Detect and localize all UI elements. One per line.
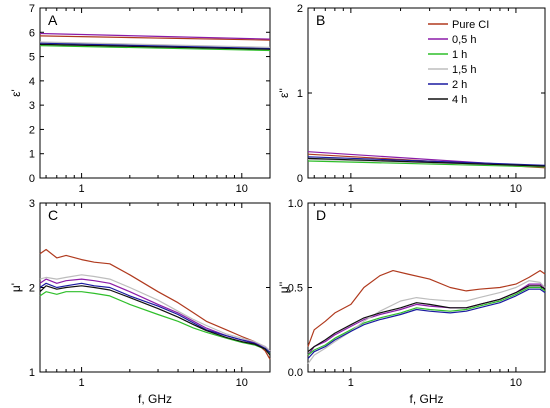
series-line-2-h: [39, 282, 271, 354]
series-line-4-h: [307, 157, 546, 167]
legend-entry: 0,5 h: [452, 34, 476, 46]
series-line-4-h: [39, 43, 271, 50]
y-axis-label: ε': [9, 89, 23, 97]
panel-b: 0 1 2 1 10 ε'' B: [277, 3, 546, 195]
y-tick-label: 2: [29, 283, 35, 295]
plot-frame: [39, 7, 271, 179]
x-tick-label: 10: [236, 377, 248, 389]
legend-entry: 4 h: [452, 94, 467, 106]
legend-entry: 1 h: [452, 49, 467, 61]
y-tick-label: 0.0: [288, 367, 303, 379]
series-line-1-5-h: [39, 274, 271, 352]
y-tick-label: 1.0: [288, 198, 303, 210]
x-tick-label: 10: [510, 377, 522, 389]
series-line-1-h: [307, 160, 546, 168]
legend-entry: 2 h: [452, 79, 467, 91]
y-tick-label: 6: [29, 27, 35, 39]
y-tick-label: 1: [29, 149, 35, 161]
legend-entry: 1,5 h: [452, 64, 476, 76]
y-axis-label: μ'': [277, 282, 291, 294]
x-tick-label: 10: [236, 183, 248, 195]
y-tick-label: 7: [29, 3, 35, 15]
x-axis-label: f, GHz: [409, 392, 443, 406]
series-line-0-5-h: [39, 32, 271, 40]
y-tick-label: 1: [297, 88, 303, 100]
y-tick-label: 2: [29, 124, 35, 136]
y-tick-label: 0.5: [288, 283, 303, 295]
legend: Pure CI 0,5 h 1 h 1,5 h 2 h 4 h: [428, 19, 489, 106]
panel-a: 0 1 2 3 4 5 6 7 1 10 ε' A: [9, 3, 271, 195]
panel-letter: C: [48, 207, 58, 223]
plot-frame: [39, 202, 271, 373]
series-line-1-5-h: [307, 280, 546, 364]
x-tick-label: 10: [510, 183, 522, 195]
series-line-1-h: [307, 286, 546, 356]
series-line-2-h: [307, 288, 546, 359]
panel-letter: A: [48, 12, 58, 28]
y-axis-label: μ': [9, 283, 23, 292]
x-tick-label: 1: [348, 183, 354, 195]
legend-entry: Pure CI: [452, 19, 489, 31]
y-tick-label: 0: [29, 173, 35, 185]
series-line-1-h: [39, 45, 271, 52]
series-line-2-h: [39, 42, 271, 50]
series-line-pure-ci: [39, 248, 271, 360]
y-tick-label: 2: [297, 3, 303, 15]
series-line-pure-ci: [39, 35, 271, 41]
series-line-1-5-h: [39, 41, 271, 48]
y-tick-label: 1: [29, 367, 35, 379]
x-tick-label: 1: [79, 183, 85, 195]
series-line-2-h: [307, 156, 546, 166]
panel-c: 1 2 3 1 10 f, GHz μ' C: [9, 198, 271, 406]
x-axis-label: f, GHz: [138, 392, 172, 406]
x-tick-label: 1: [79, 377, 85, 389]
y-axis-label: ε'': [277, 88, 291, 98]
plot-frame: [307, 7, 546, 179]
x-tick-label: 1: [348, 377, 354, 389]
series-line-4-h: [307, 285, 546, 353]
panel-letter: B: [316, 12, 325, 28]
panel-letter: D: [316, 207, 326, 223]
y-tick-label: 3: [29, 100, 35, 112]
series-line-1-h: [39, 291, 271, 354]
y-tick-label: 0: [297, 173, 303, 185]
plot-frame: [307, 202, 546, 373]
panel-d: 0.0 0.5 1.0 1 10 f, GHz μ'' D: [277, 198, 546, 406]
y-tick-label: 4: [29, 76, 35, 88]
series-line-4-h: [39, 285, 271, 356]
y-tick-label: 3: [29, 198, 35, 210]
series-line-pure-ci: [307, 270, 546, 347]
y-tick-label: 5: [29, 52, 35, 64]
